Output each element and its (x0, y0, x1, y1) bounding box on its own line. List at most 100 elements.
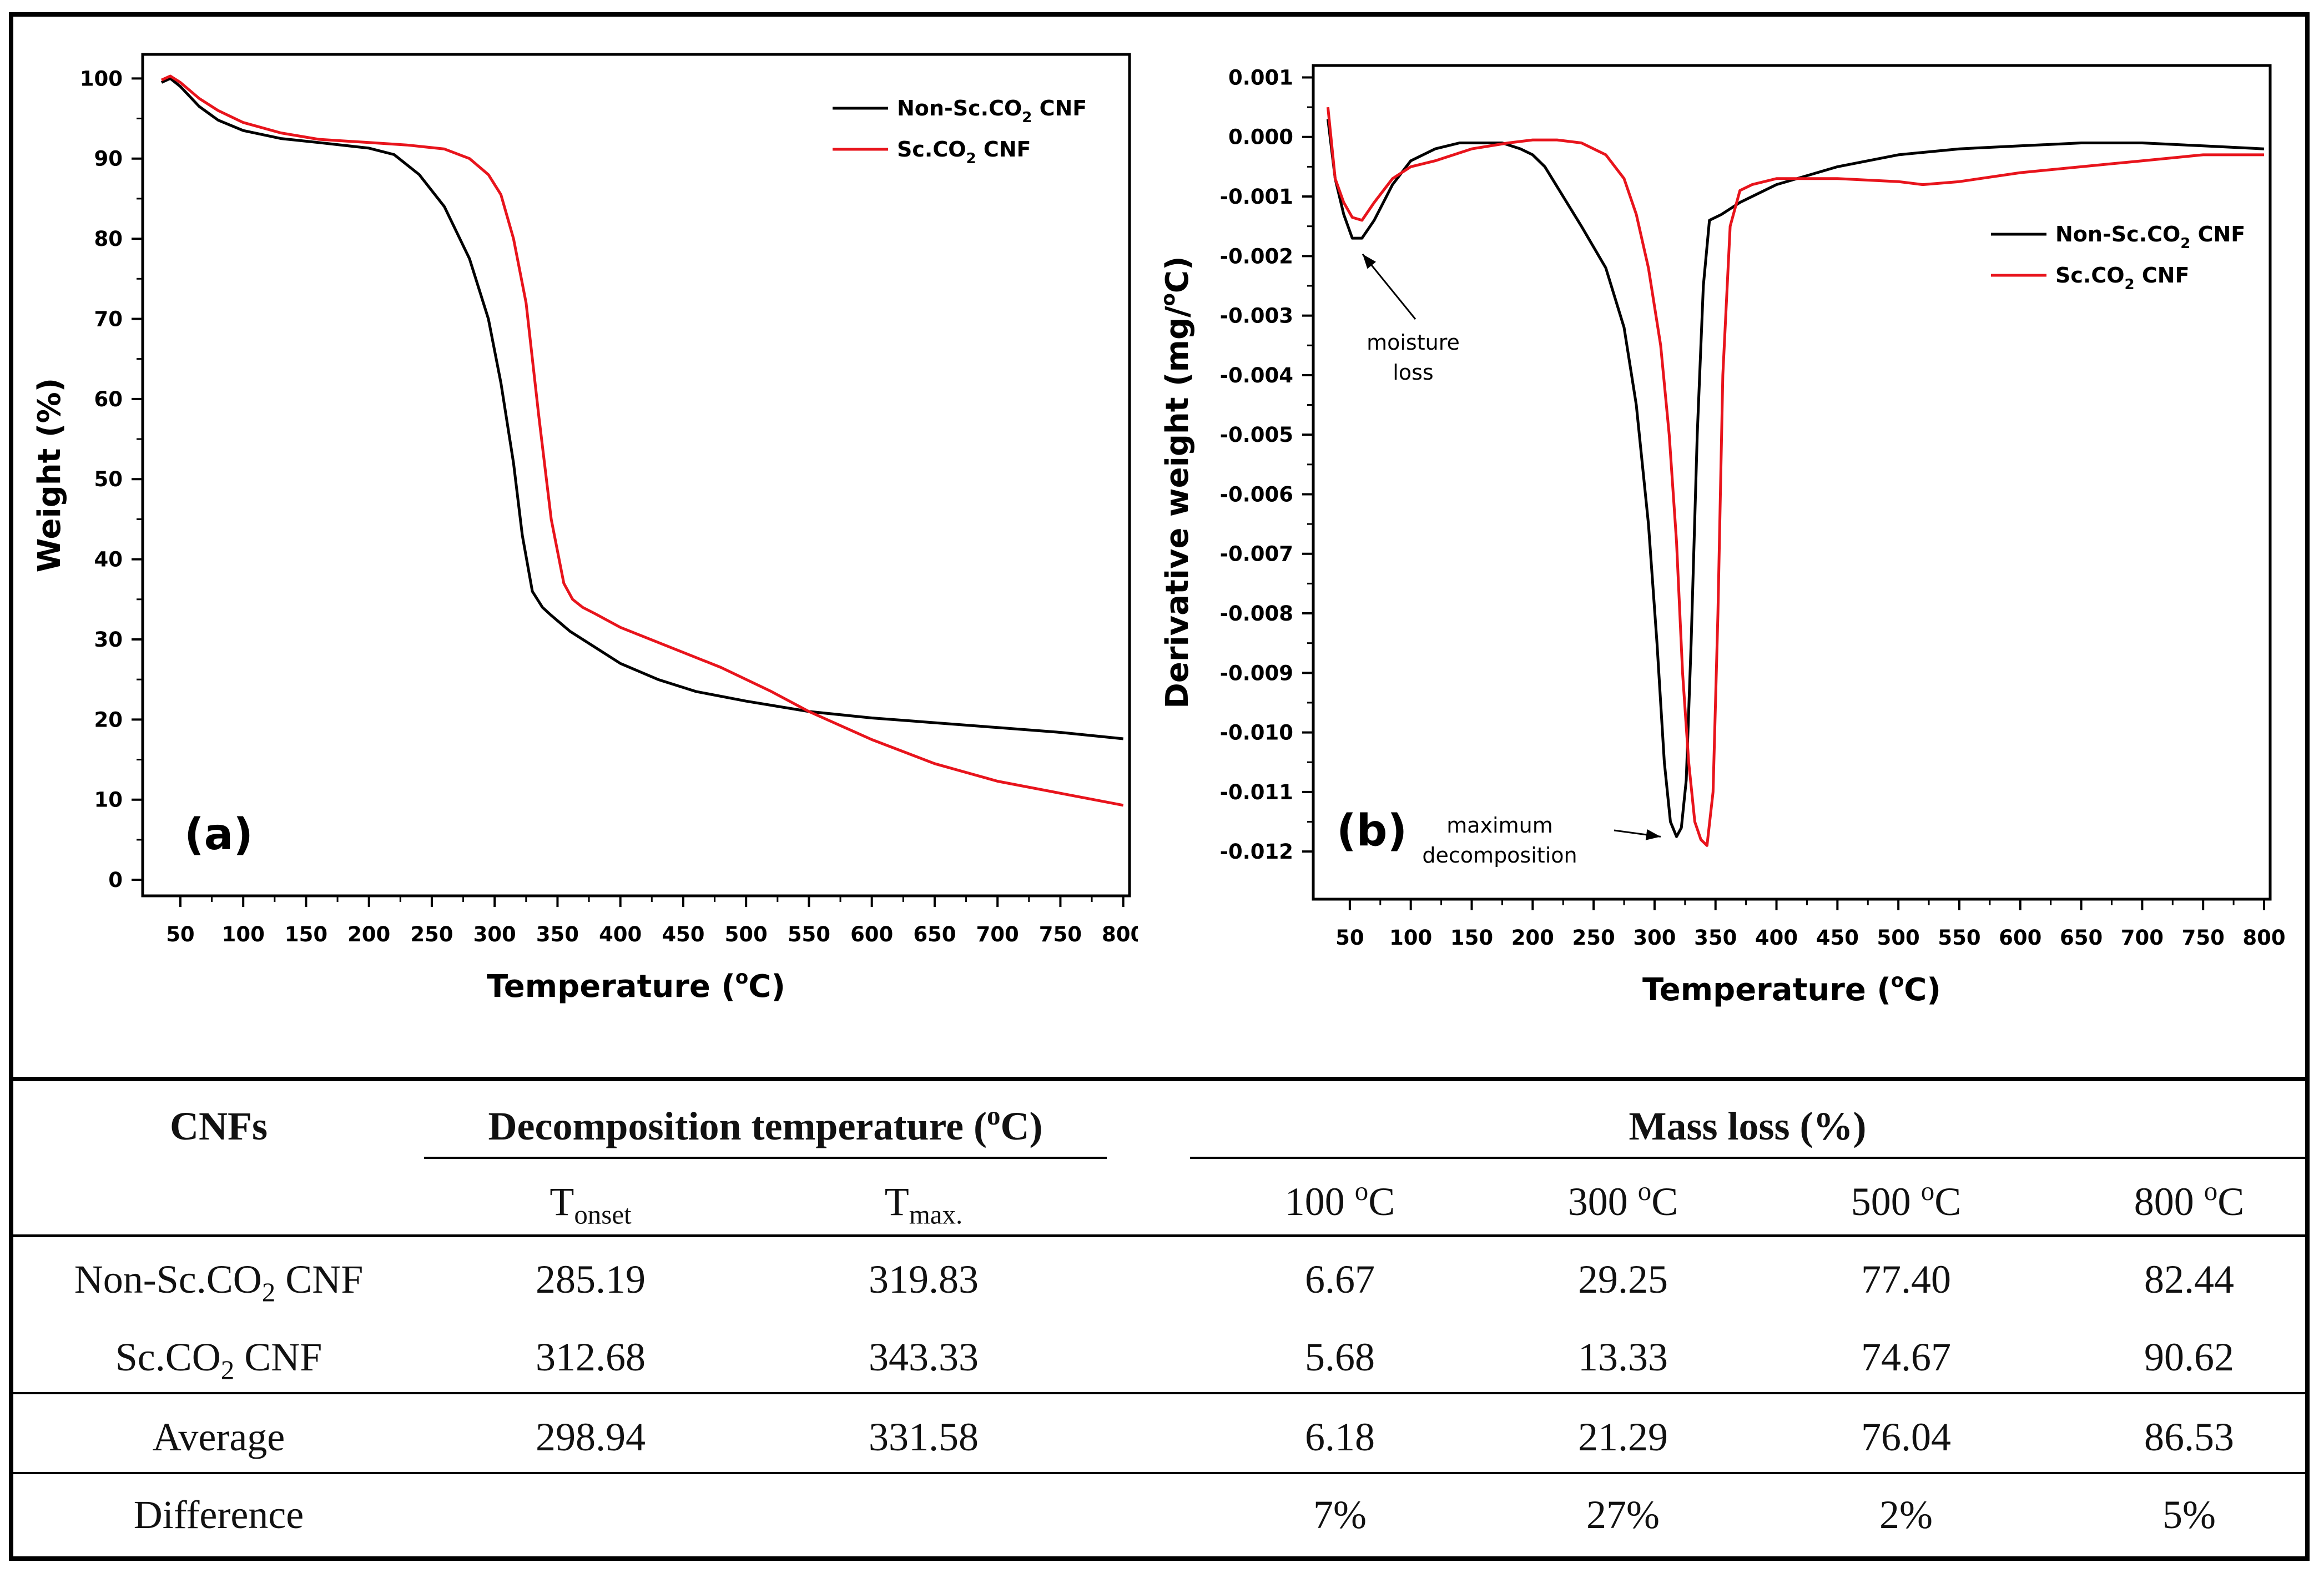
row-average-m500: 76.04 (1861, 1415, 1951, 1459)
summary-table: CNFs Decomposition temperature (oC) Mass… (13, 1081, 2305, 1556)
chart-1-y-tick-label: -0.009 (1220, 661, 1293, 685)
row-non-sc-m800: 82.44 (2144, 1257, 2234, 1302)
chart-0-x-tick-label: 500 (725, 922, 768, 946)
header-cnfs: CNFs (170, 1104, 268, 1148)
subheader-tonset: Tonset (550, 1179, 632, 1230)
chart-1-x-tick-label: 450 (1816, 926, 1859, 950)
header-decomposition: Decomposition temperature (oC) (488, 1100, 1043, 1148)
chart-0-legend-label-0: Non-Sc.CO2 CNF (897, 96, 1087, 126)
chart-1-y-tick-label: -0.002 (1220, 244, 1293, 268)
chart-0-y-tick-label: 10 (94, 788, 123, 812)
chart-0-x-tick-label: 400 (599, 922, 642, 946)
row-average-name: Average (152, 1415, 285, 1459)
chart-1-y-tick-label: -0.005 (1220, 423, 1293, 447)
chart-1-panel-label: (b) (1337, 806, 1407, 856)
row-average-m800: 86.53 (2144, 1415, 2234, 1459)
chart-1-legend-label-1: Sc.CO2 CNF (2055, 263, 2190, 293)
chart-0-y-tick-label: 50 (94, 467, 123, 491)
chart-1-x-tick-label: 200 (1511, 926, 1554, 950)
row-non-sc-tonset: 285.19 (536, 1257, 646, 1302)
row-average-m100: 6.18 (1305, 1415, 1375, 1459)
chart-1-y-axis-label: Derivative weight (mg/oC) (1157, 256, 1196, 708)
divider (9, 1077, 2310, 1081)
figure-frame (9, 12, 2310, 1561)
chart-1-x-tick-label: 350 (1694, 926, 1737, 950)
subheader-500c: 500 oC (1851, 1176, 1962, 1224)
chart-0-y-tick-label: 100 (80, 67, 123, 90)
chart-1-x-tick-label: 300 (1633, 926, 1676, 950)
chart-1-y-tick-label: -0.003 (1220, 304, 1293, 328)
chart-0-y-tick-label: 80 (94, 227, 123, 251)
chart-1-annotation-arrowhead-0 (1362, 254, 1377, 269)
row-difference-name: Difference (133, 1493, 304, 1537)
row-sc-tonset: 312.68 (536, 1335, 646, 1379)
chart-1-annotation-arrowhead-1 (1645, 829, 1661, 840)
chart-0-y-tick-label: 90 (94, 147, 123, 171)
row-sc-m500: 74.67 (1861, 1335, 1951, 1379)
chart-b: 50 100 150 200 250 300 350 400 450 500 550 600 650 70… (1157, 64, 2286, 1008)
chart-0-y-tick-label: 60 (94, 387, 123, 411)
chart-1-x-tick-label: 700 (2121, 926, 2164, 950)
subheader-tmax: Tmax. (884, 1179, 963, 1230)
chart-1-y-tick-label: 0.001 (1228, 65, 1293, 89)
chart-0-x-tick-label: 450 (662, 922, 704, 946)
row-sc-m300: 13.33 (1578, 1335, 1668, 1379)
chart-1-x-tick-label: 500 (1877, 926, 1920, 950)
row-difference-m500: 2% (1879, 1493, 1933, 1537)
chart-0-y-tick-label: 0 (108, 868, 123, 892)
chart-0-x-axis-label: Temperature (oC) (487, 966, 785, 1005)
chart-0-y-tick-label: 40 (94, 548, 123, 572)
chart-1-y-tick-label: -0.011 (1220, 780, 1293, 804)
chart-0-series-0-line (160, 77, 1123, 740)
row-average-tmax: 331.58 (869, 1415, 979, 1459)
chart-1-x-tick-label: 750 (2182, 926, 2225, 950)
chart-1-x-tick-label: 600 (1999, 926, 2041, 950)
chart-1-x-tick-label: 250 (1572, 926, 1615, 950)
chart-1-legend-label-0: Non-Sc.CO2 CNF (2055, 222, 2245, 252)
row-difference-m800: 5% (2162, 1493, 2216, 1537)
chart-1-y-tick-label: -0.001 (1220, 185, 1293, 209)
chart-0-y-axis-label: Weight (%) (32, 378, 68, 572)
rule-decomposition (424, 1157, 1107, 1159)
chart-1-y-tick-label: -0.006 (1220, 482, 1293, 506)
row-sc-m800: 90.62 (2144, 1335, 2234, 1379)
chart-0-series-1-line (160, 74, 1124, 807)
row-sc-tmax: 343.33 (869, 1335, 979, 1379)
chart-0-x-tick-label: 50 (166, 922, 195, 946)
chart-0-x-tick-label: 200 (347, 922, 390, 946)
row-average-m300: 21.29 (1578, 1415, 1668, 1459)
subheader-300c: 300 oC (1567, 1176, 1678, 1224)
chart-0-y-tick-label: 70 (94, 307, 123, 331)
chart-0-x-tick-label: 250 (410, 922, 453, 946)
row-non-sc-m100: 6.67 (1305, 1257, 1375, 1302)
chart-1-y-tick-label: -0.004 (1220, 364, 1293, 387)
subheader-800c: 800 oC (2134, 1176, 2245, 1224)
chart-0-legend-label-1: Sc.CO2 CNF (897, 137, 1031, 167)
row-difference-m100: 7% (1313, 1493, 1367, 1537)
rule-mass-loss (1190, 1157, 2305, 1159)
chart-1-x-tick-label: 550 (1938, 926, 1980, 950)
chart-1-y-tick-label: -0.012 (1220, 840, 1293, 864)
chart-0-x-tick-label: 700 (976, 922, 1019, 946)
rule-under-subheader (13, 1234, 2305, 1237)
row-sc-m100: 5.68 (1305, 1335, 1375, 1379)
chart-0-x-tick-label: 150 (285, 922, 327, 946)
chart-0-plot-frame (141, 53, 1131, 898)
row-non-sc-tmax: 319.83 (869, 1257, 979, 1302)
chart-0-x-tick-label: 300 (473, 922, 516, 946)
chart-0-x-tick-label: 350 (536, 922, 579, 946)
rule-under-data (13, 1392, 2305, 1394)
chart-0-x-tick-label: 800 (1102, 922, 1138, 946)
chart-a: 50 100 150 200 250 300 350 400 450 500 550 600 650 70… (32, 53, 1138, 1005)
chart-1-annotation-0: moisture loss (1367, 330, 1460, 385)
rule-under-average (13, 1472, 2305, 1474)
chart-0-y-tick-label: 30 (94, 628, 123, 652)
row-non-sc-name: Non-Sc.CO2 CNF (74, 1257, 364, 1308)
chart-1-x-tick-label: 400 (1755, 926, 1798, 950)
chart-1-x-tick-label: 50 (1335, 926, 1364, 950)
chart-1-x-tick-label: 100 (1389, 926, 1432, 950)
chart-0-x-tick-label: 550 (788, 922, 830, 946)
row-non-sc-m500: 77.40 (1861, 1257, 1951, 1302)
chart-1-x-tick-label: 650 (2060, 926, 2103, 950)
chart-1-x-tick-label: 800 (2242, 926, 2285, 950)
